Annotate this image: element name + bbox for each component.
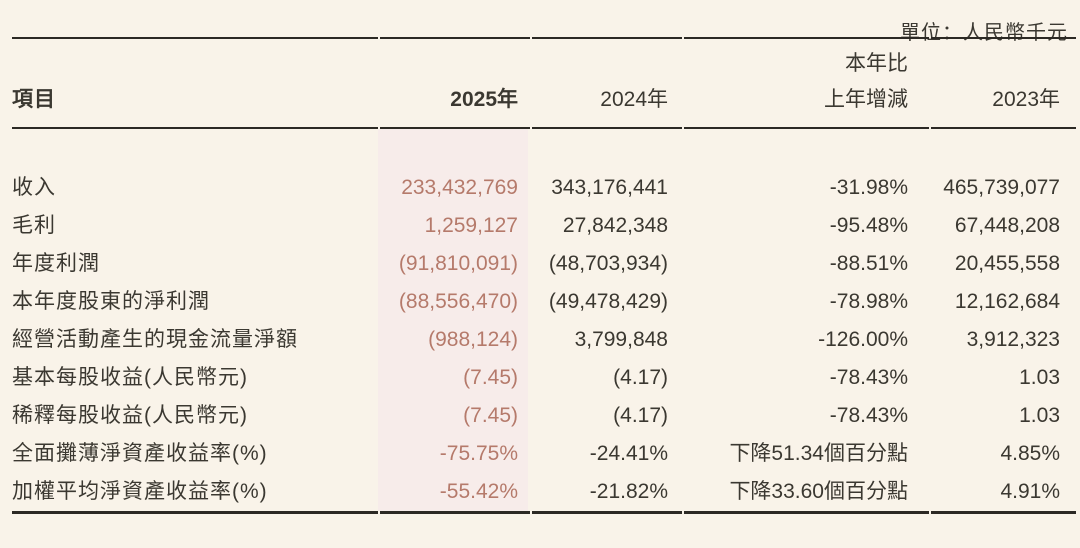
cell-change: 下降51.34個百分點: [729, 442, 908, 465]
cell-2024: 3,799,848: [574, 328, 668, 351]
cell-2023: 1.03: [1019, 404, 1060, 427]
rule-segment: [380, 37, 530, 39]
column-header-change-line2: 上年增減: [824, 88, 908, 111]
rule-segment: [532, 37, 682, 39]
cell-2025: (7.45): [463, 404, 518, 427]
table-row: 經營活動產生的現金流量淨額 (988,124) 3,799,848 -126.00% 3…: [12, 321, 1068, 359]
cell-change: -78.43%: [829, 366, 908, 389]
cell-2025: 1,259,127: [424, 214, 518, 237]
row-label: 收入: [12, 176, 56, 199]
cell-2023: 67,448,208: [954, 214, 1060, 237]
highlight-2025-column: [378, 129, 528, 511]
table-row: 年度利潤 (91,810,091) (48,703,934) -88.51% 20,45…: [12, 245, 1068, 283]
header-body-spacer: [12, 129, 1068, 169]
cell-change: 下降33.60個百分點: [729, 480, 908, 503]
row-label: 年度利潤: [12, 252, 100, 275]
unit-note: 單位：人民幣千元: [900, 22, 1068, 44]
cell-2024: (48,703,934): [548, 252, 668, 275]
row-label: 經營活動產生的現金流量淨額: [12, 328, 298, 351]
table-body: 收入 233,432,769 343,176,441 -31.98% 465,739,0…: [12, 129, 1068, 511]
cell-change: -78.98%: [829, 290, 908, 313]
cell-2025: -55.42%: [439, 480, 518, 503]
rule-segment: [684, 511, 929, 514]
rule-segment: [12, 37, 378, 39]
rule-segment: [380, 511, 530, 514]
cell-2023: 465,739,077: [943, 176, 1060, 199]
rule-segment: [684, 37, 929, 39]
cell-2025: (988,124): [428, 328, 518, 351]
cell-2023: 20,455,558: [954, 252, 1060, 275]
cell-2023: 3,912,323: [966, 328, 1060, 351]
bottom-rule: [12, 511, 1076, 514]
cell-2024: (4.17): [613, 366, 668, 389]
cell-2023: 4.85%: [1000, 442, 1060, 465]
cell-2023: 12,162,684: [954, 290, 1060, 313]
row-label: 加權平均淨資產收益率(%): [12, 480, 268, 503]
cell-change: -31.98%: [829, 176, 908, 199]
cell-2025: (7.45): [463, 366, 518, 389]
row-label: 本年度股東的淨利潤: [12, 290, 210, 313]
row-label: 基本每股收益(人民幣元): [12, 366, 248, 389]
cell-2025: 233,432,769: [401, 176, 518, 199]
rule-segment: [931, 127, 1076, 129]
cell-2025: (91,810,091): [398, 252, 518, 275]
cell-2024: 343,176,441: [551, 176, 668, 199]
header-rule: [12, 127, 1076, 129]
row-label: 稀釋每股收益(人民幣元): [12, 404, 248, 427]
cell-2024: 27,842,348: [562, 214, 668, 237]
rule-segment: [931, 37, 1076, 39]
cell-change: -126.00%: [818, 328, 908, 351]
table-row: 本年度股東的淨利潤 (88,556,470) (49,478,429) -78.98%…: [12, 283, 1068, 321]
cell-2024: (49,478,429): [548, 290, 668, 313]
cell-2023: 1.03: [1019, 366, 1060, 389]
table-row: 加權平均淨資產收益率(%) -55.42% -21.82% 下降33.60個百分點 4.…: [12, 473, 1068, 511]
cell-2024: -21.82%: [589, 480, 668, 503]
rule-segment: [931, 511, 1076, 514]
rule-segment: [12, 511, 378, 514]
cell-change: -95.48%: [829, 214, 908, 237]
rule-segment: [532, 127, 682, 129]
table-header: 項目 2025年 2024年 本年比 上年增減 2023年: [12, 39, 1068, 127]
cell-2024: -24.41%: [589, 442, 668, 465]
cell-2025: (88,556,470): [398, 290, 518, 313]
column-header-2023: 2023年: [992, 88, 1060, 111]
column-header-2025: 2025年: [450, 88, 518, 111]
row-label: 毛利: [12, 214, 56, 237]
table-rows: 收入 233,432,769 343,176,441 -31.98% 465,739,0…: [12, 169, 1068, 511]
top-rule: [12, 37, 1076, 39]
cell-2024: (4.17): [613, 404, 668, 427]
cell-change: -88.51%: [829, 252, 908, 275]
table-row: 基本每股收益(人民幣元) (7.45) (4.17) -78.43% 1.03: [12, 359, 1068, 397]
column-header-item: 項目: [12, 88, 56, 111]
column-header-2024: 2024年: [600, 88, 668, 111]
column-header-change-line1: 本年比: [845, 52, 908, 75]
cell-2023: 4.91%: [1000, 480, 1060, 503]
rule-segment: [12, 127, 378, 129]
table-row: 稀釋每股收益(人民幣元) (7.45) (4.17) -78.43% 1.03: [12, 397, 1068, 435]
row-label: 全面攤薄淨資產收益率(%): [12, 442, 268, 465]
cell-change: -78.43%: [829, 404, 908, 427]
rule-segment: [684, 127, 929, 129]
rule-segment: [380, 127, 530, 129]
table-row: 收入 233,432,769 343,176,441 -31.98% 465,739,0…: [12, 169, 1068, 207]
cell-2025: -75.75%: [439, 442, 518, 465]
table-row: 全面攤薄淨資產收益率(%) -75.75% -24.41% 下降51.34個百分點 4.…: [12, 435, 1068, 473]
column-header-change: 本年比 上年增減: [678, 46, 923, 118]
rule-segment: [532, 511, 682, 514]
table-row: 毛利 1,259,127 27,842,348 -95.48% 67,448,208: [12, 207, 1068, 245]
